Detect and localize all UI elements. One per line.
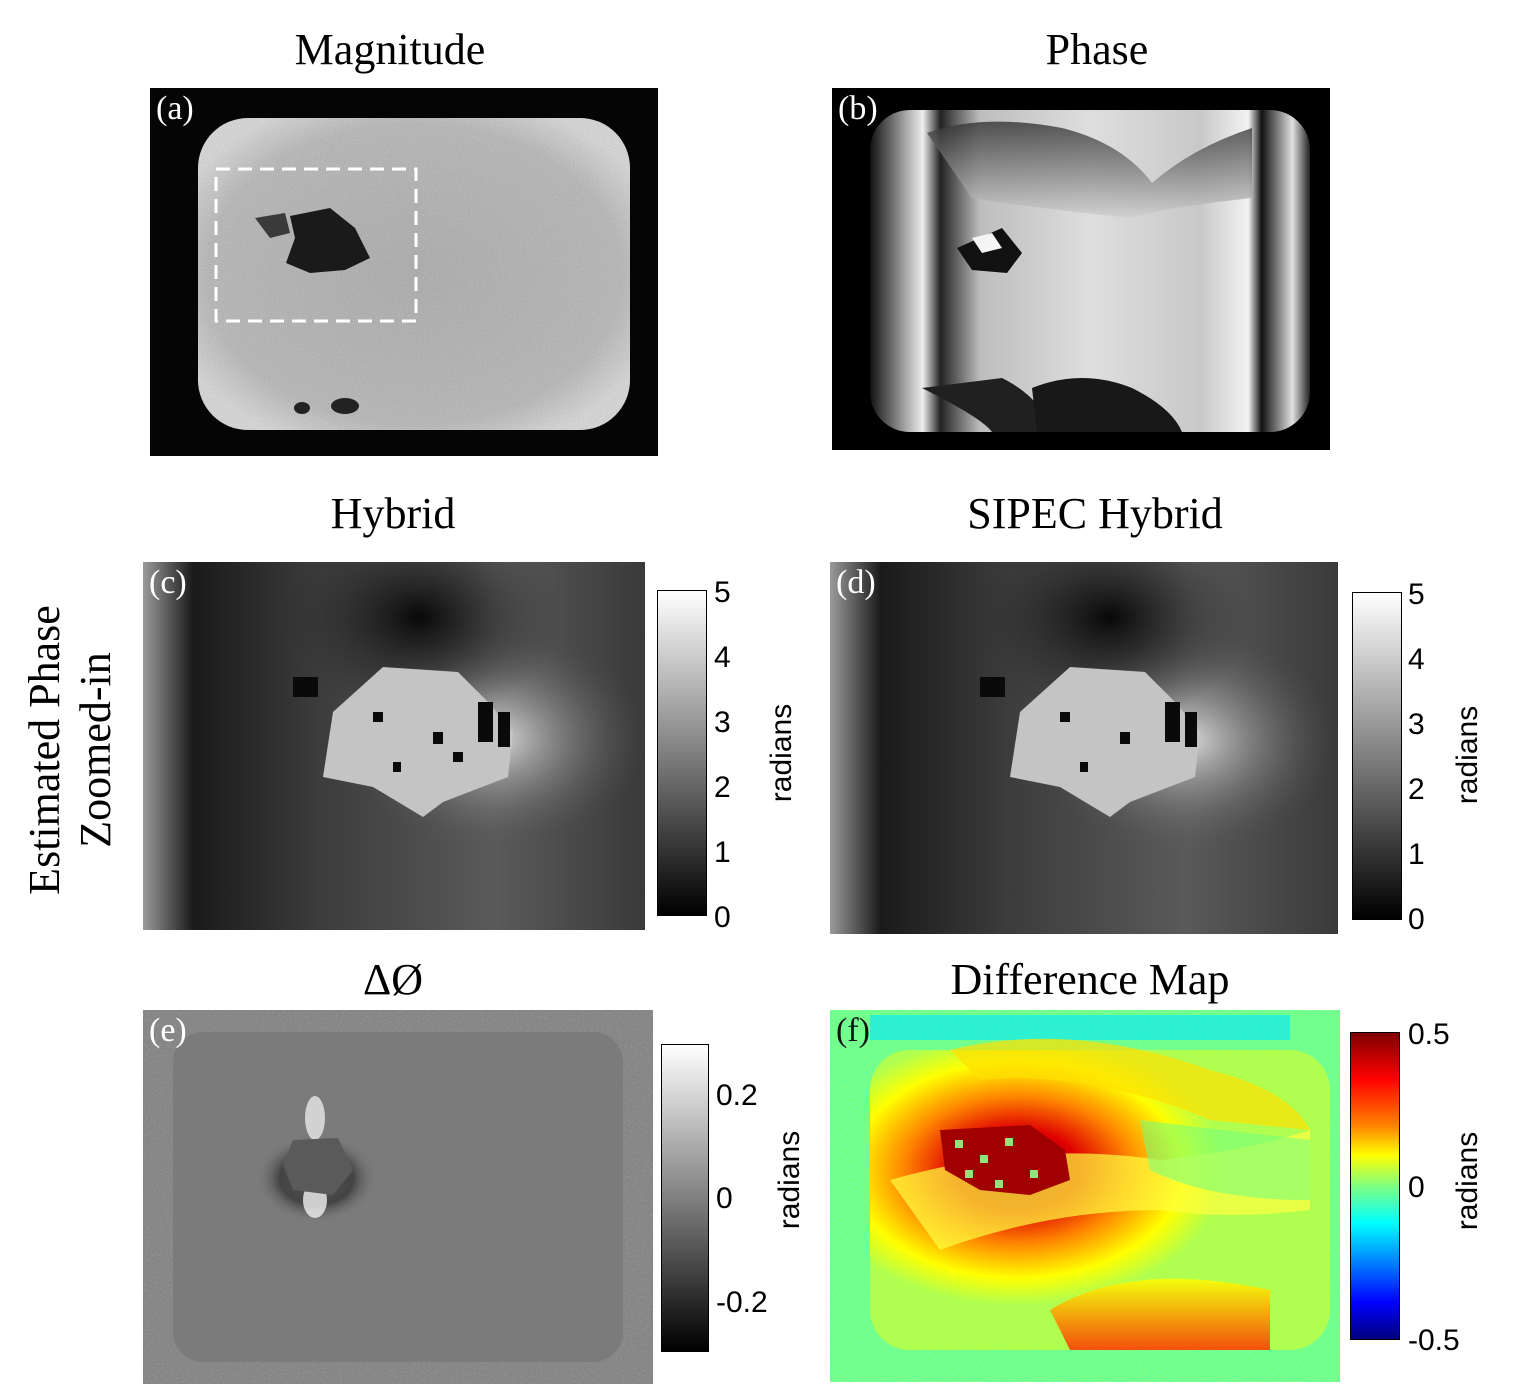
- colorbar-difference-tick: 0: [1408, 1171, 1425, 1204]
- sipec-inclusion: [1010, 667, 1200, 817]
- dark-inclusion: [286, 208, 370, 273]
- sipec-image: [830, 562, 1338, 934]
- colorbar-hybrid-tick: 0: [714, 901, 731, 934]
- title-sipec-hybrid: SIPEC Hybrid: [967, 489, 1223, 538]
- colorbar-hybrid-tick: 1: [714, 836, 731, 869]
- colorbar-sipec-unit: radians: [1451, 705, 1484, 805]
- colorbar-delta-tick: 0: [716, 1182, 733, 1215]
- panel-label-b: (b): [838, 90, 878, 127]
- row-label-line1: Estimated Phase: [20, 605, 69, 895]
- colorbar-sipec-tick: 1: [1408, 838, 1425, 871]
- title-delta-phi: ΔØ: [362, 955, 424, 1004]
- panel-label-f: (f): [836, 1012, 870, 1049]
- colorbar-sipec-tick: 0: [1408, 903, 1425, 936]
- panel-sipec-hybrid: (d): [830, 562, 1338, 934]
- panel-hybrid: (c): [143, 562, 645, 930]
- colorbar-hybrid-unit: radians: [765, 703, 798, 803]
- colorbar-difference-tick: 0.5: [1408, 1018, 1450, 1051]
- colorbar-delta-unit: radians: [773, 1130, 806, 1230]
- row-label: Estimated Phase Zoomed-in: [20, 550, 120, 950]
- colorbar-sipec: [1352, 592, 1402, 920]
- colorbar-difference-tick: -0.5: [1408, 1324, 1460, 1357]
- colorbar-sipec-tick: 5: [1408, 578, 1425, 611]
- delta-inclusion: [283, 1138, 353, 1195]
- title-magnitude: Magnitude: [294, 25, 486, 74]
- difference-map-image: [830, 1010, 1340, 1382]
- zoom-roi-box: [214, 167, 418, 323]
- panel-label-e: (e): [149, 1012, 187, 1049]
- panel-label-c: (c): [149, 564, 187, 601]
- colorbar-difference-unit: radians: [1451, 1131, 1484, 1231]
- title-hybrid: Hybrid: [330, 489, 456, 538]
- magnitude-image: [198, 118, 630, 430]
- panel-difference-map: (f): [830, 1010, 1340, 1382]
- colorbar-hybrid-tick: 5: [714, 576, 731, 609]
- colorbar-sipec-tick: 3: [1408, 708, 1425, 741]
- panel-label-d: (d): [836, 564, 876, 601]
- colorbar-hybrid: [657, 590, 707, 916]
- colorbar-delta: [661, 1044, 709, 1352]
- title-difference-map: Difference Map: [950, 955, 1230, 1004]
- colorbar-delta-tick: 0.2: [716, 1079, 758, 1112]
- phase-image: [870, 110, 1310, 432]
- title-phase: Phase: [1045, 25, 1149, 74]
- delta-phi-image: [143, 1010, 653, 1384]
- colorbar-delta-tick: -0.2: [716, 1286, 768, 1319]
- colorbar-sipec-tick: 2: [1408, 773, 1425, 806]
- panel-phase: (b): [832, 88, 1330, 450]
- panel-delta-phi: (e): [143, 1010, 653, 1384]
- colorbar-hybrid-tick: 3: [714, 706, 731, 739]
- colorbar-hybrid-tick: 4: [714, 641, 731, 674]
- hybrid-image: [143, 562, 645, 930]
- colorbar-difference: [1350, 1032, 1400, 1340]
- hybrid-inclusion: [323, 667, 513, 817]
- panel-magnitude: (a): [150, 88, 658, 456]
- row-label-line2: Zoomed-in: [70, 652, 120, 848]
- panel-label-a: (a): [156, 90, 194, 127]
- colorbar-hybrid-tick: 2: [714, 771, 731, 804]
- colorbar-sipec-tick: 4: [1408, 643, 1425, 676]
